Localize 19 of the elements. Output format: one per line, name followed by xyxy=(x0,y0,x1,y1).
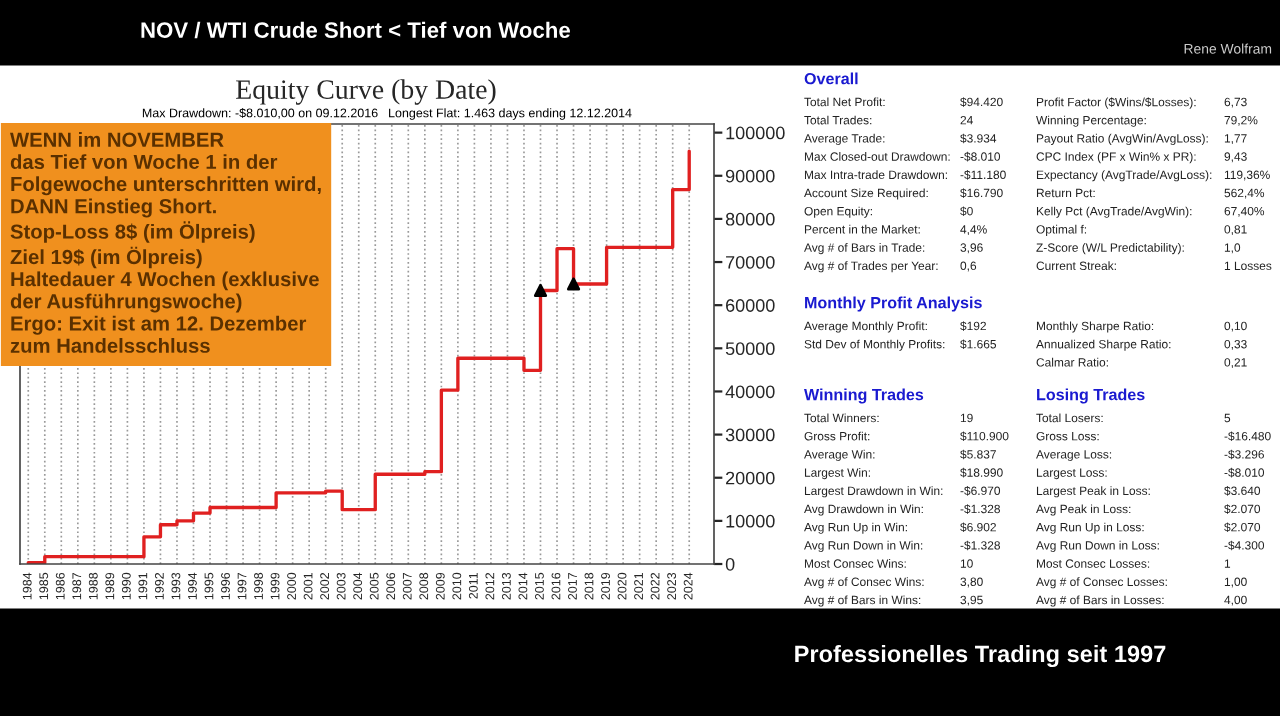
text: Monthly Profit Analysis xyxy=(805,296,982,312)
text: Overall xyxy=(804,72,858,85)
y-tick-label: 60000 xyxy=(726,299,775,312)
text: Professionelles Trading seit 1997 xyxy=(795,644,1166,668)
y-tick-label: 40000 xyxy=(725,385,775,399)
text: NOV / WTI Crude Short < Tief von Woche xyxy=(141,21,570,39)
y-tick-label: 30000 xyxy=(725,428,775,442)
y-tick-label: 70000 xyxy=(726,255,775,269)
text: Losing Trades xyxy=(1037,388,1145,404)
y-tick-label: 50000 xyxy=(725,342,775,356)
y-tick-label: 90000 xyxy=(725,169,775,183)
chart-title: Equity Curve (by Date) xyxy=(236,79,496,105)
text: WENN im NOVEMBER das Tief von Woche 1 in der Folgewoche unterschritten wird, DANN Einstieg Short. Stop-Loss 8$ (im Ölpreis) Ziel 19$ (im Ölpreis) Haltedauer 4 Wochen (exklusive der Ausführungswoche) Ergo: Exit ist am 12. Dezember zum Handelsschluss xyxy=(10,132,321,353)
y-tick-label: 0 xyxy=(725,557,735,571)
y-tick-label: 80000 xyxy=(725,212,775,226)
y-tick-label: 100000 xyxy=(726,126,785,140)
y-tick-label: 20000 xyxy=(726,471,775,485)
text: Winning Trades xyxy=(804,388,924,404)
y-tick-label: 10000 xyxy=(726,514,775,528)
